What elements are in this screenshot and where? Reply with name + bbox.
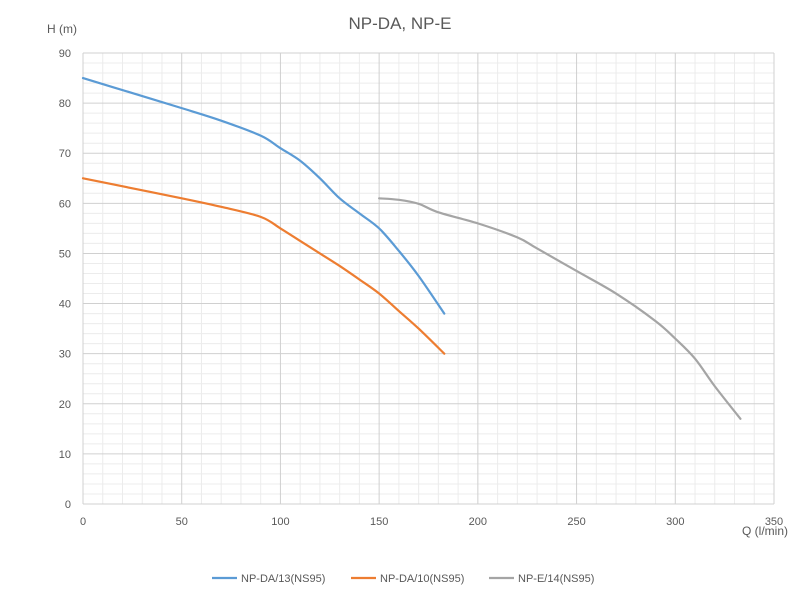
series-line-1: [81, 76, 446, 315]
series-line-2: [81, 177, 446, 355]
major-gridlines: [82, 52, 775, 505]
x-tick-label: 50: [176, 516, 188, 528]
y-tick-label: 50: [59, 248, 71, 260]
legend-label: NP-E/14(NS95): [518, 573, 594, 585]
y-tick-label: 60: [59, 198, 71, 210]
y-tick-label: 80: [59, 98, 71, 110]
legend-label: NP-DA/13(NS95): [241, 573, 325, 585]
x-tick-label: 200: [469, 516, 487, 528]
series-layer: [81, 76, 742, 420]
legend-label: NP-DA/10(NS95): [380, 573, 464, 585]
legend-item-1: NP-DA/13(NS95): [212, 573, 325, 585]
x-tick-label: 250: [567, 516, 585, 528]
legend-item-3: NP-E/14(NS95): [489, 573, 594, 585]
legend-item-2: NP-DA/10(NS95): [351, 573, 464, 585]
y-tick-label: 20: [59, 399, 71, 411]
x-axis-title: Q (l/min): [742, 524, 788, 538]
y-tick-label: 90: [59, 48, 71, 60]
legend: NP-DA/13(NS95) NP-DA/10(NS95) NP-E/14(NS95…: [212, 573, 594, 585]
y-tick-label: 70: [59, 148, 71, 160]
x-tick-label: 300: [666, 516, 684, 528]
y-tick-label: 10: [59, 449, 71, 461]
x-tick-label: 100: [271, 516, 289, 528]
y-tick-label: 40: [59, 299, 71, 311]
y-tick-label: 0: [65, 499, 71, 511]
chart-title: NP-DA, NP-E: [349, 14, 452, 33]
series-line-3: [378, 197, 742, 420]
tick-labels: 0 50 100 150 200 250 300 350 0 10 20 30 40 50 60 70 80 90: [59, 48, 783, 528]
y-axis-title: H (m): [47, 22, 77, 36]
x-tick-label: 150: [370, 516, 388, 528]
minor-gridlines: [83, 53, 774, 504]
y-tick-label: 30: [59, 349, 71, 361]
x-tick-label: 350: [765, 516, 783, 528]
x-tick-label: 0: [80, 516, 86, 528]
